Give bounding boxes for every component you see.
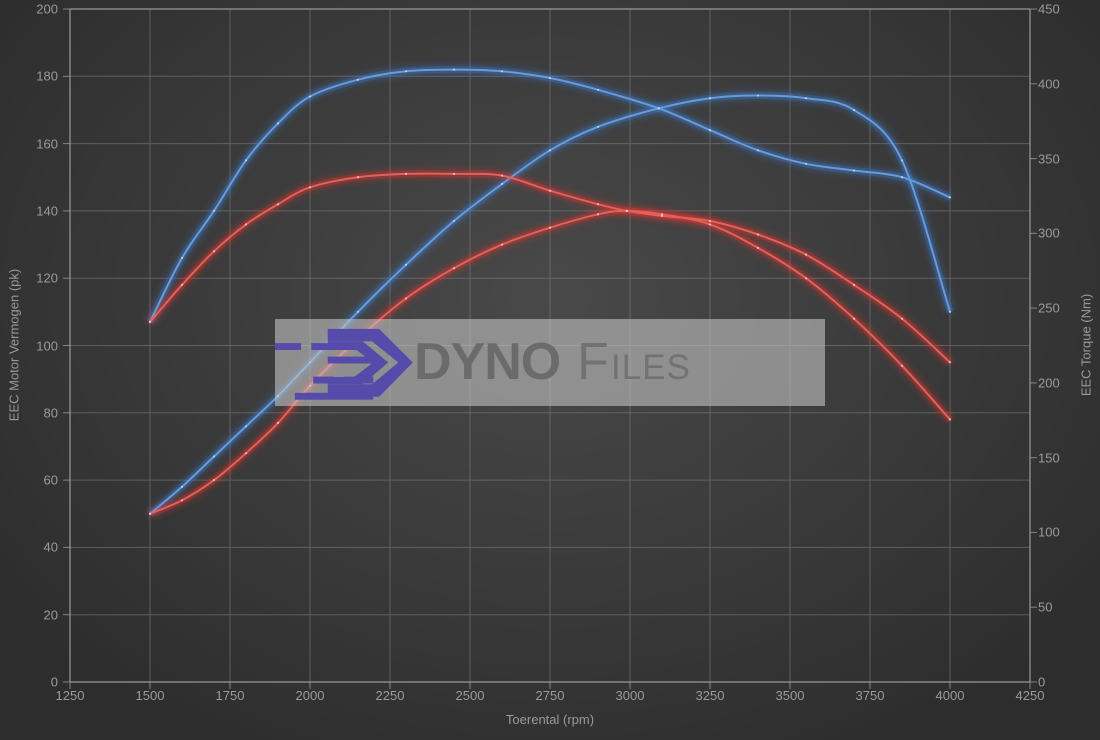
svg-text:DYNO: DYNO [414,333,560,391]
svg-text:ILES: ILES [611,348,691,387]
svg-text:F: F [577,333,609,391]
